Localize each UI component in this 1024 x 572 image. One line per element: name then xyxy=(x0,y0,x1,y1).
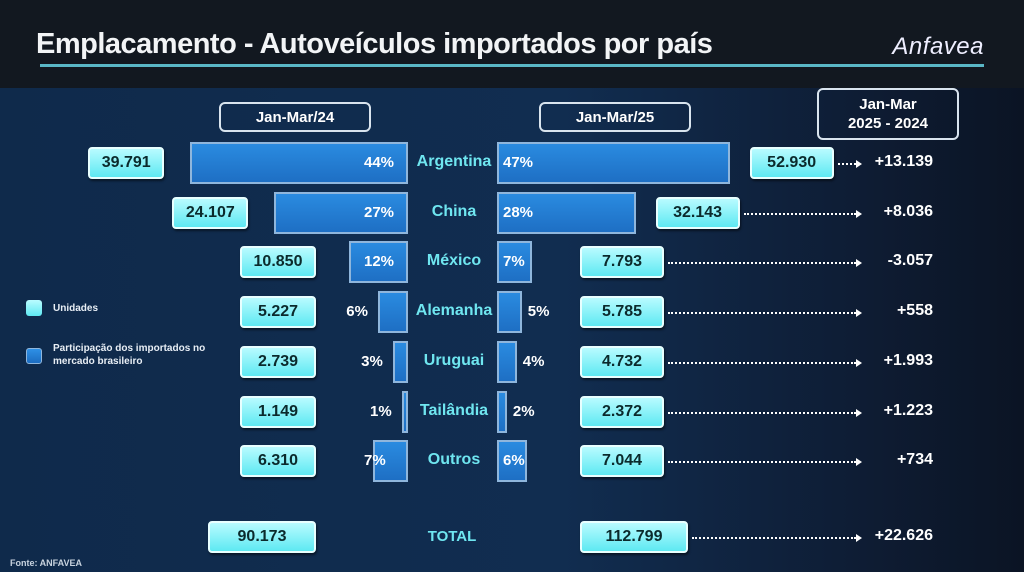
delta-value: +1.993 xyxy=(883,351,933,369)
pct-label-2025: 28% xyxy=(503,203,534,221)
pct-label-2025: 47% xyxy=(503,154,534,171)
country-label: Tailândia xyxy=(419,401,489,419)
diff-line1: Jan-Mar xyxy=(859,96,917,113)
units-box-2024: 1.149 xyxy=(240,395,316,428)
pct-label-2025: 5% xyxy=(527,303,550,321)
pct-label-2024: 7% xyxy=(364,452,386,470)
dotted-arrow xyxy=(668,461,856,464)
bar-2025 xyxy=(497,142,730,184)
legend-swatch-units xyxy=(26,300,42,316)
bar-2024 xyxy=(373,440,408,483)
arrowhead-icon xyxy=(856,209,862,218)
bar-2024 xyxy=(348,241,408,284)
total-label: TOTAL xyxy=(427,528,477,545)
units-box-2024: 39.791 xyxy=(88,147,165,179)
period-label-2025: Jan-Mar/25 xyxy=(539,102,691,132)
units-box-2025: 5.785 xyxy=(580,296,664,329)
source-note: Fonte: ANFAVEA xyxy=(10,558,82,568)
pct-label-2024: 1% xyxy=(370,402,392,420)
units-box-2024: 2.739 xyxy=(240,345,316,378)
country-label: Outros xyxy=(427,451,481,469)
diff-line2: 2025 - 2024 xyxy=(847,115,929,132)
dotted-arrow xyxy=(837,163,856,165)
total-box-2024: 90.173 xyxy=(208,521,316,553)
bar-2025 xyxy=(497,440,527,483)
arrowhead-icon xyxy=(856,160,862,168)
title-divider xyxy=(40,64,984,67)
pct-label-2024: 3% xyxy=(361,352,383,370)
country-label: Uruguai xyxy=(423,351,485,369)
dotted-arrow xyxy=(668,312,856,315)
dotted-arrow xyxy=(692,537,856,539)
country-label: Alemanha xyxy=(415,302,493,320)
pct-label-2025: 2% xyxy=(512,402,535,420)
units-box-2024: 5.227 xyxy=(240,296,316,329)
bar-2025 xyxy=(497,191,636,234)
dotted-arrow xyxy=(668,411,856,414)
slide-title: Emplacamento - Autoveículos importados p… xyxy=(36,28,713,60)
arrowhead-icon xyxy=(856,534,862,542)
legend-swatch-share xyxy=(26,348,42,364)
pct-label-2024: 27% xyxy=(364,203,395,221)
delta-value: +558 xyxy=(896,302,933,320)
delta-value: +8.036 xyxy=(883,202,933,220)
units-box-2025: 32.143 xyxy=(655,196,740,229)
anfavea-logo: Anfavea xyxy=(892,33,984,60)
period-label-2024: Jan-Mar/24 xyxy=(219,102,371,132)
bar-2024 xyxy=(393,340,408,383)
country-label: Argentina xyxy=(416,153,492,170)
pct-label-2024: 44% xyxy=(364,154,395,171)
bar-2025 xyxy=(497,291,522,334)
arrowhead-icon xyxy=(856,458,862,467)
pct-label-2024: 12% xyxy=(364,253,395,271)
arrowhead-icon xyxy=(856,358,862,367)
arrowhead-icon xyxy=(856,259,862,268)
bar-2024 xyxy=(274,191,408,234)
pct-label-2024: 6% xyxy=(346,303,368,321)
pct-label-2025: 7% xyxy=(503,253,525,271)
total-delta: +22.626 xyxy=(874,527,933,544)
units-box-2024: 10.850 xyxy=(240,246,316,279)
delta-value: -3.057 xyxy=(887,252,933,270)
bar-2025 xyxy=(497,340,517,383)
country-label: China xyxy=(431,202,477,220)
bar-2024 xyxy=(190,142,408,184)
units-box-2025: 52.930 xyxy=(749,147,834,179)
bar-2024 xyxy=(378,291,408,334)
period-label-diff: Jan-Mar 2025 - 2024 xyxy=(817,88,959,140)
legend-label-share: Participação dos importados no mercado b… xyxy=(53,343,206,367)
pct-label-2025: 6% xyxy=(503,452,525,470)
dotted-arrow xyxy=(668,361,856,364)
legend-label-units: Unidades xyxy=(53,303,99,314)
delta-value: +1.223 xyxy=(883,401,933,419)
units-box-2025: 2.372 xyxy=(580,395,664,428)
bar-2024 xyxy=(402,390,408,433)
arrowhead-icon xyxy=(856,309,862,318)
arrowhead-icon xyxy=(856,408,862,417)
units-box-2025: 7.793 xyxy=(580,246,664,279)
units-box-2025: 4.732 xyxy=(580,345,664,378)
bar-2025 xyxy=(497,390,507,433)
delta-value: +13.139 xyxy=(874,153,933,170)
bar-2025 xyxy=(497,241,532,284)
dotted-arrow xyxy=(668,262,856,265)
units-box-2024: 6.310 xyxy=(240,445,316,478)
units-box-2025: 7.044 xyxy=(580,445,664,478)
units-box-2024: 24.107 xyxy=(172,196,249,229)
total-box-2025: 112.799 xyxy=(580,521,688,553)
dotted-arrow xyxy=(743,212,856,215)
header: Emplacamento - Autoveículos importados p… xyxy=(0,0,1024,88)
pct-label-2025: 4% xyxy=(522,352,545,370)
country-label: México xyxy=(426,252,482,270)
delta-value: +734 xyxy=(896,451,933,469)
